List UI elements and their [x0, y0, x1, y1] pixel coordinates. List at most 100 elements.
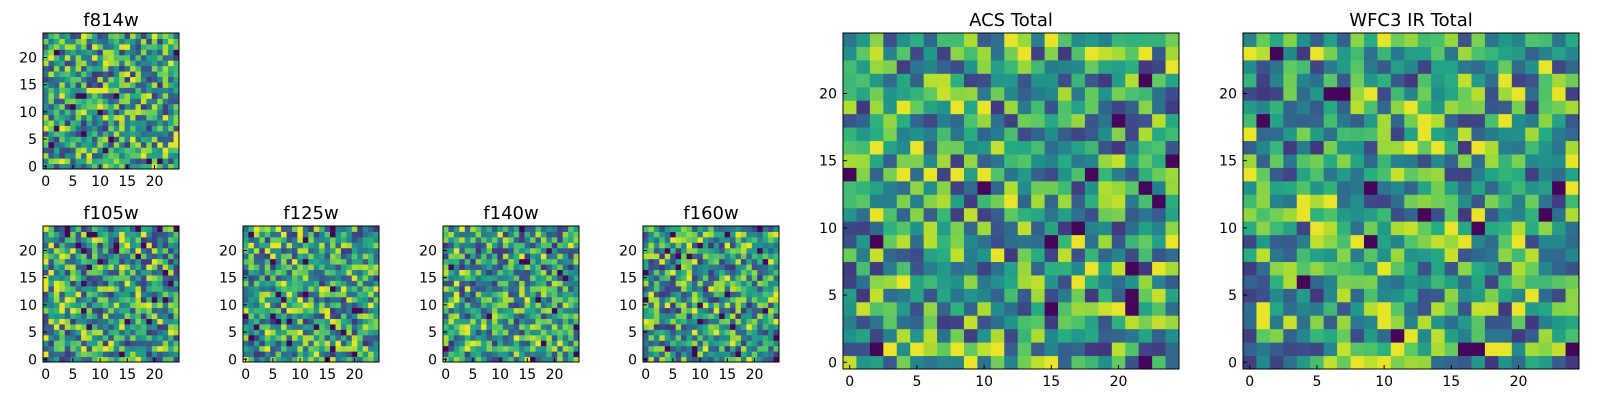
heatmap-cell [119, 323, 126, 330]
heatmap-cell [113, 109, 120, 116]
heatmap-cell [70, 307, 77, 314]
heatmap-cell [373, 226, 380, 232]
heatmap-cell [459, 345, 466, 352]
heatmap-cell [910, 46, 925, 61]
axes-frame [442, 225, 580, 363]
heatmap-cell [86, 125, 93, 132]
heatmap-cell [1350, 113, 1365, 128]
heatmap-cell [308, 236, 315, 243]
heatmap-cell [59, 318, 66, 325]
heatmap-cell [1404, 86, 1419, 101]
heatmap-cell [724, 247, 731, 254]
heatmap-cell [681, 313, 688, 319]
heatmap-cell [1152, 153, 1167, 168]
heatmap-cell [140, 103, 147, 110]
x-tick-label: 10 [491, 367, 509, 383]
heatmap-cell [950, 355, 965, 370]
heatmap-cell [102, 98, 109, 105]
heatmap-cell [708, 302, 715, 309]
heatmap-cell [1484, 248, 1499, 262]
heatmap-cell [270, 253, 277, 260]
heatmap-cell [475, 280, 482, 287]
heatmap-cell [746, 291, 753, 298]
heatmap-cell [1404, 140, 1419, 155]
heatmap-cell [751, 280, 758, 287]
heatmap-cell [346, 313, 353, 319]
heatmap-cell [173, 114, 180, 121]
heatmap-cell [719, 318, 726, 325]
heatmap-cell [151, 81, 158, 88]
heatmap-cell [59, 307, 66, 314]
heatmap-cell [1458, 113, 1472, 128]
heatmap-cell [351, 323, 358, 330]
heatmap-cell [346, 351, 353, 358]
heatmap-cell [1552, 167, 1567, 182]
heatmap-cell [883, 274, 898, 289]
heatmap-cell [869, 207, 884, 222]
heatmap-cell [264, 291, 271, 298]
heatmap-cell [368, 226, 375, 232]
heatmap-cell [1256, 221, 1271, 236]
heatmap-cell [481, 329, 488, 336]
heatmap-cell [43, 313, 49, 319]
heatmap-cell [568, 307, 575, 314]
heatmap-cell [697, 291, 704, 298]
heatmap-cell [357, 302, 364, 309]
heatmap-cell [702, 236, 709, 243]
heatmap-cell [1484, 315, 1499, 330]
axes-frame [842, 32, 1180, 370]
heatmap-cell [448, 307, 455, 314]
heatmap-cell [1296, 248, 1311, 262]
heatmap-cell [1363, 46, 1378, 61]
heatmap-cell [124, 264, 131, 271]
heatmap-cell [1017, 328, 1032, 343]
heatmap-cell [59, 71, 66, 78]
heatmap-cell [508, 253, 515, 260]
heatmap-cell [481, 307, 488, 314]
heatmap-cell [1138, 100, 1153, 115]
heatmap-cell [1337, 274, 1352, 289]
heatmap-cell [53, 291, 60, 298]
heatmap-cell [1350, 355, 1365, 370]
heatmap-cell [151, 65, 158, 72]
heatmap-cell [1269, 153, 1284, 168]
heatmap-cell [1098, 140, 1113, 155]
heatmap-cell [168, 158, 175, 165]
heatmap-cell [1377, 355, 1392, 370]
heatmap-cell [1525, 328, 1540, 343]
heatmap-cell [643, 313, 649, 319]
heatmap-cell [1350, 301, 1365, 316]
heatmap-cell [508, 356, 515, 363]
heatmap-cell [708, 351, 715, 358]
heatmap-cell [91, 242, 98, 249]
heatmap-cell [448, 356, 455, 363]
heatmap-cell [64, 242, 71, 249]
heatmap-cell [540, 356, 547, 363]
heatmap-cell [270, 345, 277, 352]
heatmap-cell [990, 328, 1005, 343]
heatmap-cell [59, 329, 66, 336]
heatmap-cell [530, 269, 536, 276]
heatmap-cell [173, 109, 180, 116]
heatmap-cell [130, 136, 136, 143]
heatmap-cell [1350, 153, 1365, 168]
heatmap-cell [173, 147, 180, 154]
heatmap-cell [157, 307, 164, 314]
heatmap-cell [97, 103, 104, 110]
heatmap-cell [157, 125, 164, 132]
heatmap-cell [91, 285, 98, 292]
heatmap-cell [1565, 207, 1580, 222]
heatmap-cell [319, 253, 326, 260]
heatmap-cell [302, 313, 309, 319]
heatmap-cell [1417, 328, 1432, 343]
heatmap-cell [443, 334, 449, 341]
heatmap-cell [708, 291, 715, 298]
heatmap-cell [1390, 140, 1405, 155]
heatmap-cell [168, 329, 175, 336]
heatmap-cell [659, 302, 666, 309]
heatmap-cell [475, 313, 482, 319]
heatmap-cell [124, 43, 131, 50]
heatmap-cell [773, 340, 780, 347]
heatmap-cell [681, 296, 688, 303]
heatmap-cell [162, 285, 169, 292]
